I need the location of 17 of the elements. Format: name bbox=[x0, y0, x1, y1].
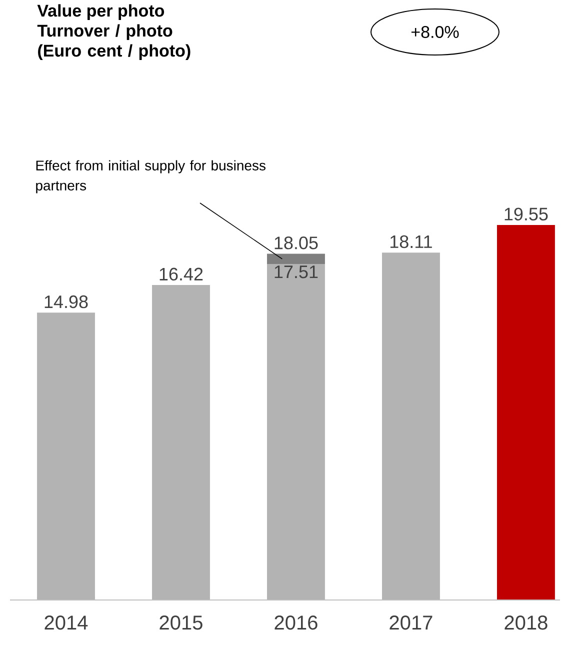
chart-subtitle: Turnover / photo (Euro cent / photo) bbox=[37, 24, 190, 60]
x-tick-label: 2018 bbox=[504, 616, 548, 630]
total-label: 18.05 bbox=[274, 236, 318, 250]
text: Effect from initial supply for business partners bbox=[36, 160, 266, 194]
data-label: 17.51 bbox=[274, 266, 318, 278]
text: +8.0% bbox=[411, 26, 459, 38]
total-label: 16.42 bbox=[160, 268, 203, 281]
bar bbox=[496, 225, 555, 600]
chart-title: Value per photo bbox=[37, 4, 164, 20]
bar bbox=[267, 254, 325, 264]
x-tick-label: 2014 bbox=[44, 616, 88, 630]
x-tick-label: 2016 bbox=[274, 616, 318, 630]
total-label: 19.55 bbox=[504, 208, 548, 220]
total-label: 18.11 bbox=[390, 235, 432, 248]
x-tick-label: 2015 bbox=[160, 616, 202, 630]
x-tick-label: 2017 bbox=[390, 616, 432, 630]
total-label: 14.98 bbox=[44, 295, 88, 308]
